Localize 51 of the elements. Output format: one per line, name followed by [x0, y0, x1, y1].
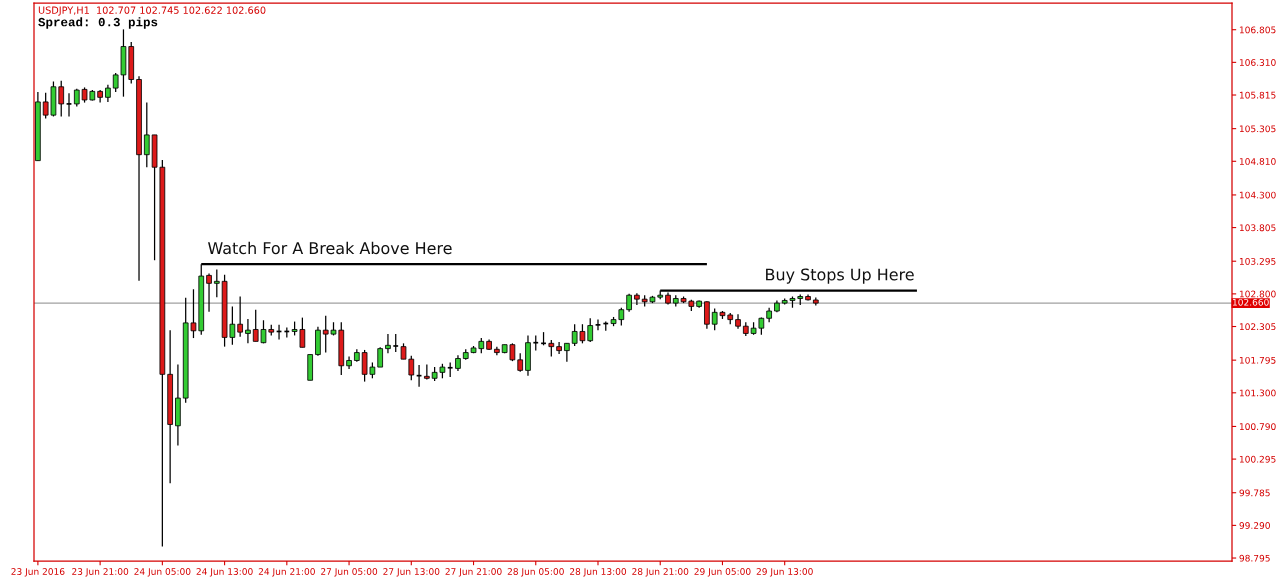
- x-tick-label: 27 Jun 21:00: [445, 568, 502, 577]
- candlestick: [385, 333, 391, 354]
- candlestick: [245, 318, 251, 344]
- y-tick-label: 106.310: [1239, 59, 1276, 66]
- x-tick-label: 23 Jun 2016: [11, 568, 65, 577]
- candlestick: [517, 352, 524, 373]
- y-tick-label: 102.800: [1239, 290, 1276, 298]
- y-tick-label: 103.805: [1239, 224, 1276, 232]
- x-tick-label: 28 Jun 13:00: [569, 568, 627, 577]
- x-tick-label: 24 Jun 21:00: [258, 568, 315, 577]
- candlestick: [206, 272, 212, 313]
- y-tick-label: 101.300: [1239, 389, 1276, 397]
- y-tick-label: 105.305: [1239, 125, 1276, 133]
- y-tick-label: 100.295: [1239, 455, 1276, 463]
- y-tick-label: 98.795: [1239, 554, 1270, 562]
- x-tick-label: 23 Jun 21:00: [72, 568, 129, 577]
- candlestick: [594, 318, 602, 331]
- y-tick-label: 104.810: [1239, 158, 1276, 165]
- x-tick-label: 29 Jun 05:00: [694, 568, 751, 577]
- candlestick: [65, 92, 73, 118]
- y-tick-label: 104.300: [1239, 191, 1276, 199]
- candlestick: [704, 300, 710, 330]
- x-tick-label: 28 Jun 05:00: [507, 568, 564, 577]
- candlestick: [237, 295, 243, 338]
- annotation: Watch For A Break Above Here: [208, 241, 452, 255]
- candlestick: [634, 292, 640, 306]
- y-tick-label: 101.795: [1239, 356, 1276, 364]
- annotation: Buy Stops Up Here: [766, 268, 914, 284]
- x-tick-label: 29 Jun 13:00: [756, 568, 813, 577]
- candlestick: [587, 317, 594, 343]
- candlestick: [564, 342, 570, 363]
- candlestick: [143, 101, 150, 168]
- x-tick-label: 24 Jun 13:00: [196, 568, 253, 577]
- x-tick-label: 27 Jun 05:00: [321, 568, 378, 577]
- y-tick-label: 99.785: [1239, 489, 1270, 497]
- candlestick: [377, 346, 384, 368]
- y-tick-label: 100.790: [1239, 423, 1276, 431]
- x-tick-label: 27 Jun 13:00: [383, 568, 440, 577]
- candlestick: [556, 341, 562, 355]
- x-tick-label: 28 Jun 21:00: [632, 568, 689, 577]
- candlestick: [213, 268, 220, 298]
- y-tick-label: 105.815: [1239, 91, 1276, 99]
- y-tick-label: 103.295: [1239, 257, 1276, 265]
- candlestick: [424, 363, 430, 381]
- ref-line-label: 102.660: [1232, 298, 1269, 306]
- text: Spread: 0.3 pips: [38, 17, 158, 29]
- y-tick-label: 99.290: [1239, 522, 1270, 529]
- x-tick-label: 24 Jun 05:00: [134, 568, 191, 577]
- chart-title: USDJPY,H1 102.707 102.745 102.622 102.660: [38, 6, 266, 16]
- y-tick-label: 102.305: [1239, 323, 1276, 331]
- y-tick-label: 106.805: [1239, 26, 1276, 34]
